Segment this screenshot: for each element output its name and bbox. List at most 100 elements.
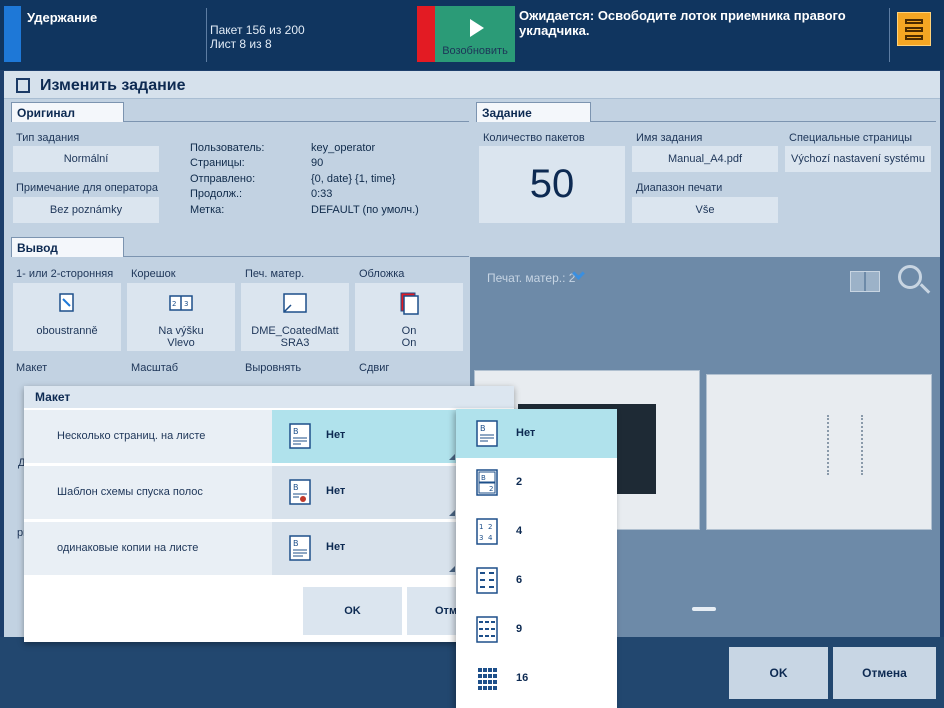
option-label: 6 <box>516 574 523 586</box>
option-label: 2 <box>516 476 523 488</box>
info-value: {0, date} {1, time} <box>311 173 396 185</box>
job-name-label: Имя задания <box>636 132 703 144</box>
job-name-field[interactable]: Manual_A4.pdf <box>632 146 778 172</box>
svg-text:2: 2 <box>172 300 176 308</box>
align-label: Выровнять <box>245 362 302 374</box>
tile-line: SRA3 <box>280 337 310 349</box>
imposition-select[interactable]: B Нет <box>272 466 458 519</box>
job-type-field[interactable]: Normální <box>13 146 159 172</box>
partial-label: pr <box>17 527 27 539</box>
imposition-row: Шаблон схемы спуска полос B Нет <box>24 466 514 519</box>
tile-line: DME_CoatedMatt <box>251 325 339 337</box>
svg-text:B: B <box>293 483 299 492</box>
dropdown-corner-icon <box>449 566 455 572</box>
nine-up-icon <box>476 616 498 643</box>
svg-text:B: B <box>481 474 486 482</box>
media-tile[interactable]: DME_CoatedMatt SRA3 <box>241 283 349 351</box>
info-key: Отправлено: <box>190 173 256 185</box>
popup-title: Макет <box>24 386 514 408</box>
tile-line: oboustranně <box>36 325 98 337</box>
layout-icon: B <box>289 479 311 505</box>
option-9[interactable]: 9 <box>456 605 617 654</box>
print-range-label: Диапазон печати <box>636 182 723 194</box>
divider <box>591 121 936 122</box>
resume-button[interactable]: Возобновить <box>435 6 515 62</box>
option-none[interactable]: B Нет <box>456 409 617 458</box>
tile-line: Vlevo <box>167 337 195 349</box>
svg-text:B: B <box>480 424 486 433</box>
info-value: 90 <box>311 157 324 169</box>
cover-tile[interactable]: On On <box>355 283 463 351</box>
tab-output[interactable]: Вывод <box>11 237 124 257</box>
binding-value: Na výšku Vlevo <box>127 325 235 349</box>
dialog-header: Изменить задание <box>4 71 940 99</box>
svg-text:2: 2 <box>489 485 493 493</box>
cancel-button[interactable]: Отмена <box>833 647 936 699</box>
preview-slider[interactable] <box>692 607 716 611</box>
tile-line: On <box>401 325 417 337</box>
duplex-tile[interactable]: oboustranně <box>13 283 121 351</box>
media-selector[interactable]: Печат. матер.: 2 <box>487 271 576 285</box>
edit-icon <box>16 78 30 93</box>
info-key: Продолж.: <box>190 188 243 200</box>
option-16[interactable]: 16 <box>456 654 617 703</box>
sheet-count: Лист 8 из 8 <box>210 37 272 51</box>
dropdown-corner-icon <box>449 510 455 516</box>
queue-icon <box>905 19 923 24</box>
media-value: DME_CoatedMatt SRA3 <box>241 325 349 349</box>
queue-icon-bar <box>905 35 923 40</box>
svg-text:2: 2 <box>488 523 492 531</box>
svg-text:4: 4 <box>488 534 493 542</box>
tab-job[interactable]: Задание <box>476 102 591 122</box>
cover-value: On On <box>355 325 463 349</box>
pages-per-sheet-label: Несколько страниц. на листе <box>57 430 206 442</box>
dropdown-corner-icon <box>449 454 455 460</box>
option-label: Нет <box>516 427 536 439</box>
select-value: Нет <box>326 485 346 497</box>
pages-per-sheet-select[interactable]: B Нет <box>272 410 458 463</box>
status-bar: Удержание Пакет 156 из 200 Лист 8 из 8 В… <box>0 0 944 70</box>
divider <box>124 256 469 257</box>
dialog-title: Изменить задание <box>40 77 186 94</box>
one-page-icon: B <box>476 420 498 447</box>
copies-per-sheet-select[interactable]: B Нет <box>272 522 458 575</box>
batches-field[interactable]: 50 <box>479 146 625 223</box>
option-label: 4 <box>516 525 523 537</box>
batches-label: Количество пакетов <box>483 132 585 144</box>
binding-label: Корешок <box>131 268 176 280</box>
layout-icon: B <box>289 423 311 449</box>
resume-label: Возобновить <box>442 45 508 57</box>
layout-icon: B <box>289 535 311 561</box>
ok-button[interactable]: OK <box>729 647 828 699</box>
info-key: Метка: <box>190 204 225 216</box>
popup-ok-button[interactable]: OK <box>303 587 402 635</box>
select-value: Нет <box>326 429 346 441</box>
info-value: 0:33 <box>311 188 333 200</box>
layout-popup: Макет Несколько страниц. на листе B Нет … <box>24 386 514 642</box>
book-view-icon[interactable] <box>850 271 880 292</box>
duplex-value: oboustranně <box>13 325 121 337</box>
copies-per-sheet-row: одинаковые копии на листе B Нет <box>24 522 514 575</box>
sixteen-up-icon <box>478 668 497 690</box>
divider <box>206 8 207 62</box>
info-key: Страницы: <box>190 157 245 169</box>
job-queue-button[interactable] <box>897 12 931 46</box>
cover-icon <box>400 292 419 315</box>
imposition-label: Шаблон схемы спуска полос <box>57 486 203 498</box>
two-up-icon: B2 <box>476 469 498 496</box>
zoom-icon[interactable] <box>898 265 922 289</box>
option-6[interactable]: 6 <box>456 556 617 605</box>
layout-label: Макет <box>16 362 48 374</box>
svg-text:1: 1 <box>479 523 483 531</box>
operator-note-label: Примечание для оператора <box>16 182 159 194</box>
operator-note-field[interactable]: Bez poznámky <box>13 197 159 223</box>
cover-label: Обложка <box>359 268 405 280</box>
print-range-field[interactable]: Vše <box>632 197 778 223</box>
tab-original[interactable]: Оригинал <box>11 102 124 122</box>
option-label: 9 <box>516 623 523 635</box>
special-pages-field[interactable]: Výchozí nastavení systému <box>785 146 931 172</box>
media-icon <box>283 293 307 313</box>
